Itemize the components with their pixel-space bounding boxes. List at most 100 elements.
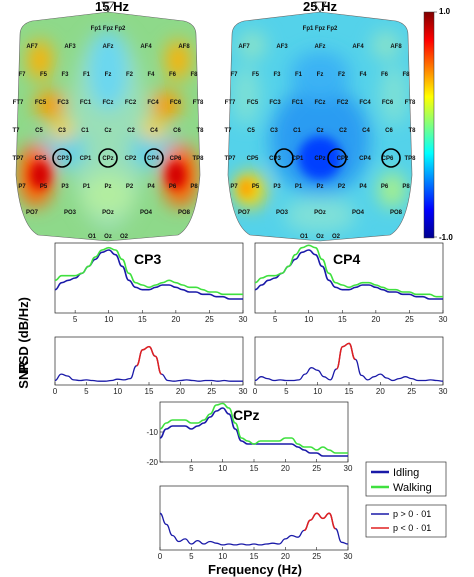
electrode-label-fc2: FC2 — [125, 100, 137, 106]
snr-ylabel: SNR — [16, 361, 31, 389]
x-tick-label: 0 — [253, 387, 258, 396]
electrode-label-tp8: TP8 — [192, 156, 204, 162]
x-tick-label: 0 — [53, 387, 58, 396]
electrode-label-t8: T8 — [196, 128, 204, 134]
electrode-label-fcz: FCz — [315, 100, 326, 106]
electrode-label-cp2: CP2 — [337, 156, 349, 162]
electrode-label-po7: PO7 — [238, 210, 251, 216]
x-tick-label: 30 — [239, 387, 248, 396]
marker-cp3 — [52, 148, 72, 168]
topomap-15hz: 15 Hz — [12, 0, 204, 242]
x-tick-label: 5 — [189, 464, 194, 473]
electrode-label-f4: F4 — [359, 72, 367, 78]
electrode-label-c4: C4 — [150, 128, 158, 134]
y-tick-label: -10 — [146, 428, 158, 437]
electrode-label-po4: PO4 — [140, 210, 153, 216]
electrode-labels-right: Fp1 Fpz Fp2 AF7 AF3 AFz AF4 AF8 F7 F5 F3 F1 Fz F2 F4 F6… — [224, 26, 416, 240]
x-tick-label: 15 — [250, 552, 259, 561]
electrode-label-p6: P6 — [169, 184, 177, 190]
electrode-label-fcz: FCz — [103, 100, 114, 106]
series-significant-segment — [335, 342, 356, 370]
electrode-label-p6: P6 — [381, 184, 389, 190]
electrode-label-f6: F6 — [169, 72, 177, 78]
plot-cp4-snr: 0 5 10 15 20 25 30 — [253, 336, 448, 396]
electrode-label-f8: F8 — [190, 72, 198, 78]
legend-conditions: Idling Walking — [365, 461, 447, 497]
electrode-label-c5: C5 — [35, 128, 43, 134]
electrode-label-f6: F6 — [381, 72, 389, 78]
marker-cp4 — [381, 148, 401, 168]
x-tick-label: 15 — [250, 464, 259, 473]
colorbar-gradient — [423, 11, 435, 239]
electrode-label-tp8: TP8 — [404, 156, 416, 162]
legend-walking-label: Walking — [393, 482, 432, 494]
x-tick-label: 20 — [371, 315, 380, 324]
electrode-label-fp2: Fp2 — [115, 26, 126, 32]
x-tick-label: 10 — [218, 464, 227, 473]
electrode-label-ft8: FT8 — [193, 100, 204, 106]
x-tick-label: 5 — [273, 315, 278, 324]
electrode-label-oz: Oz — [104, 234, 112, 240]
legend-significance: p > 0 · 01 p < 0 · 01 — [365, 504, 447, 538]
x-tick-label: 5 — [73, 315, 78, 324]
x-tick-label: 10 — [113, 387, 122, 396]
x-tick-label: 20 — [171, 315, 180, 324]
topomap-15hz-title: 15 Hz — [95, 0, 129, 14]
electrode-label-p7: P7 — [230, 184, 238, 190]
plot-frame — [54, 242, 244, 314]
electrode-label-po3: PO3 — [276, 210, 289, 216]
electrode-label-f2: F2 — [338, 72, 346, 78]
electrode-label-fc2: FC2 — [337, 100, 349, 106]
psd-ylabel: PSD (dB/Hz) — [16, 297, 31, 373]
electrode-label-fc1: FC1 — [80, 100, 92, 106]
electrode-label-cpz: CPz — [102, 156, 113, 162]
electrode-label-c6: C6 — [385, 128, 393, 134]
x-tick-label: 20 — [376, 387, 385, 396]
electrode-labels-left: Fp1 Fpz Fp2 AF7 AF3 AFz AF4 AF8 F7 F5 F3 F1 Fz F2 F4 F6… — [12, 26, 204, 240]
electrode-label-fc4: FC4 — [147, 100, 159, 106]
electrode-label-p5: P5 — [40, 184, 48, 190]
electrode-label-p4: P4 — [147, 184, 155, 190]
x-tick-label: 25 — [312, 552, 321, 561]
electrode-label-o1: O1 — [88, 234, 97, 240]
electrode-label-cp6: CP6 — [382, 156, 394, 162]
electrode-label-f8: F8 — [402, 72, 410, 78]
electrode-label-c3: C3 — [58, 128, 66, 134]
colorbar-max-label: 1.0 — [439, 7, 451, 16]
electrode-label-fc4: FC4 — [359, 100, 371, 106]
electrode-label-cp5: CP5 — [35, 156, 47, 162]
marker-cp3 — [274, 148, 294, 168]
electrode-label-p7: P7 — [18, 184, 26, 190]
x-tick-label: 5 — [189, 552, 194, 561]
x-tick-label: 15 — [338, 315, 347, 324]
electrode-label-po3: PO3 — [64, 210, 77, 216]
electrode-label-p5: P5 — [252, 184, 260, 190]
electrode-label-f5: F5 — [40, 72, 48, 78]
plot-cpz-psd: 5 10 15 20 25 30 -10 -20 — [146, 401, 353, 473]
series-walking — [254, 244, 443, 298]
series-significant-segment — [303, 512, 336, 532]
electrode-label-c6: C6 — [173, 128, 181, 134]
electrode-label-af8: AF8 — [390, 44, 402, 50]
electrode-label-t7: T7 — [12, 128, 20, 134]
x-tick-label: 25 — [205, 315, 214, 324]
electrode-label-ft8: FT8 — [405, 100, 416, 106]
electrode-label-af4: AF4 — [352, 44, 364, 50]
topomap-25hz-title: 25 Hz — [303, 0, 337, 14]
x-tick-label: 10 — [304, 315, 313, 324]
electrode-label-cp1: CP1 — [292, 156, 304, 162]
x-tick-label: 5 — [84, 387, 89, 396]
marker-cp4 — [144, 148, 164, 168]
x-tick-label: 30 — [239, 315, 248, 324]
electrode-label-c5: C5 — [247, 128, 255, 134]
electrode-label-po7: PO7 — [26, 210, 39, 216]
electrode-label-p1: P1 — [83, 184, 91, 190]
electrode-label-cp4: CP4 — [147, 156, 159, 162]
legend-nonsig-label: p > 0 · 01 — [393, 509, 431, 519]
electrode-label-pz: Pz — [104, 184, 111, 190]
electrode-label-p8: P8 — [190, 184, 198, 190]
series-walking — [159, 402, 348, 454]
electrode-label-cp6: CP6 — [170, 156, 182, 162]
electrode-label-p1: P1 — [295, 184, 303, 190]
plot-frame — [159, 401, 349, 463]
